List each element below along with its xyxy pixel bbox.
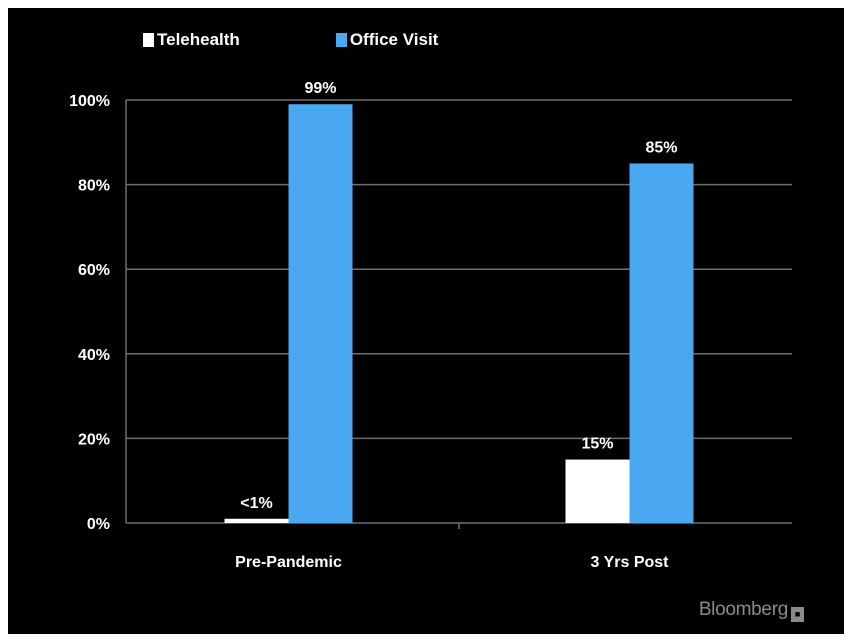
bloomberg-logo-icon: ■ [791,607,804,622]
bar-chart: 0% 20% 40% 60% 80% 100% <1% 99% Pre-Pandemic 15% 8… [69,80,792,571]
legend: Telehealth Office Visit [143,30,438,50]
bloomberg-watermark: Bloomberg ■ [699,599,804,622]
legend-label-office-visit: Office Visit [349,30,439,49]
x-tick-label: Pre-Pandemic [235,554,342,571]
legend-swatch-office-visit [335,33,347,47]
bar-telehealth [224,518,289,523]
y-tick-label: 80% [78,178,110,195]
y-tick-label: 100% [69,93,110,110]
y-tick-label: 20% [78,431,110,448]
bar-office-visit [288,104,353,523]
data-label: 99% [304,80,336,97]
watermark-text: Bloomberg [698,599,788,620]
legend-swatch-telehealth [143,33,154,47]
x-tick-label: 3 Yrs Post [591,554,670,571]
y-tick-label: 0% [87,516,110,533]
chart-frame: Telehealth Office Visit 0% 20% 40% 60% 80% 10… [8,8,844,634]
y-tick-label: 60% [78,262,110,279]
legend-item-telehealth: Telehealth [143,30,240,50]
data-label: 15% [581,436,613,453]
data-label: 85% [645,139,677,156]
bar-telehealth [565,459,630,523]
bar-office-visit [629,163,694,523]
y-tick-label: 40% [78,347,110,364]
legend-item-office-visit: Office Visit [335,30,439,50]
legend-label-telehealth: Telehealth [157,30,240,49]
data-label: <1% [240,495,272,512]
